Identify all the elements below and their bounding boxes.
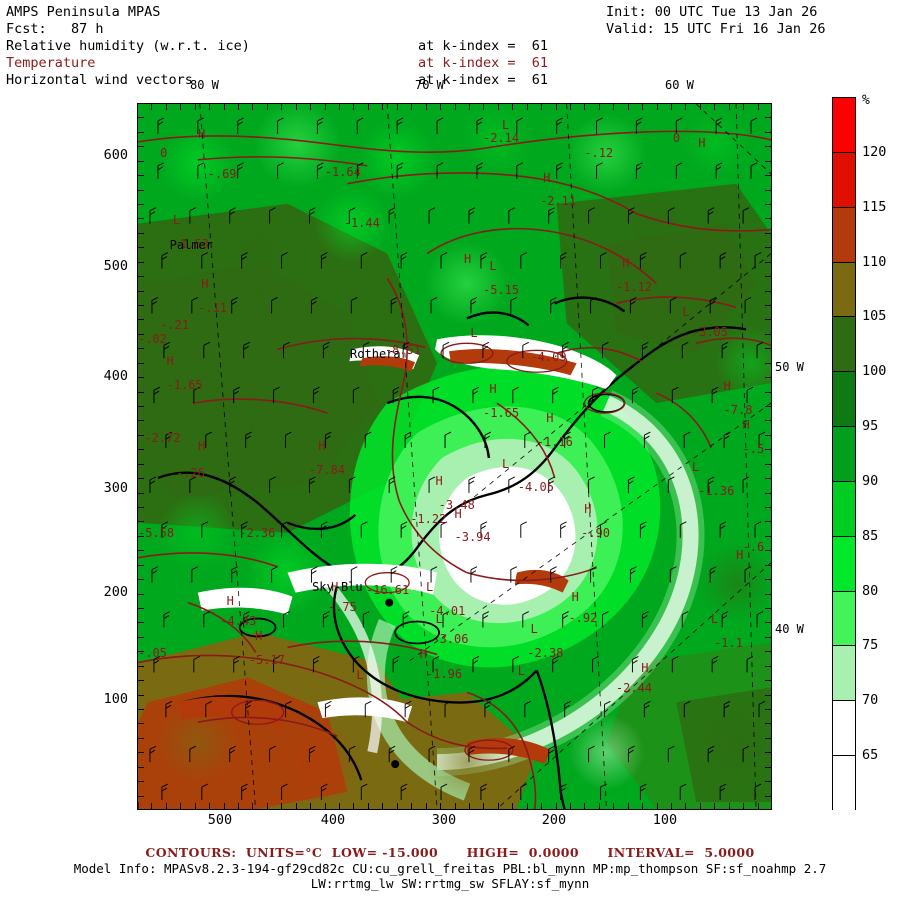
colorbar-tick-80: 80 bbox=[862, 582, 879, 599]
y-axis-labels: 600 500 400 300 200 100 bbox=[60, 103, 128, 810]
lon-label-40w: 40 W bbox=[775, 622, 804, 636]
x-tick-400: 400 bbox=[320, 812, 346, 828]
colorbar-tick-105: 105 bbox=[862, 308, 887, 325]
map-plot-area[interactable]: H L L H H L H H H H L L H H H H H H L L H H H H H H H L H L L L H L H L -2.1… bbox=[137, 103, 772, 810]
colorbar-unit-label: % bbox=[862, 93, 870, 108]
lon-label-50w: 50 W bbox=[775, 360, 804, 374]
colorbar-band-5 bbox=[833, 372, 855, 428]
kindex-humidity: at k-index = 61 bbox=[418, 38, 549, 54]
field-label-wind: Horizontal wind vectors bbox=[6, 72, 193, 88]
colorbar-band-12 bbox=[833, 756, 855, 811]
colorbar-tick-100: 100 bbox=[862, 363, 887, 380]
y-tick-600: 600 bbox=[103, 147, 128, 163]
x-tick-500: 500 bbox=[207, 812, 233, 828]
x-tick-100: 100 bbox=[652, 812, 678, 828]
colorbar: % 120 115 110 105 100 95 90 85 80 75 70 65 bbox=[832, 93, 898, 813]
colorbar-band-0 bbox=[833, 98, 855, 153]
lon-label-60w: 60 W bbox=[665, 78, 694, 92]
kindex-wind: at k-index = 61 bbox=[418, 72, 549, 88]
colorbar-band-10 bbox=[833, 646, 855, 702]
colorbar-band-1 bbox=[833, 152, 855, 208]
forecast-hour: Fcst: 87 h bbox=[6, 21, 104, 37]
colorbar-band-11 bbox=[833, 701, 855, 757]
colorbar-tick-75: 75 bbox=[862, 637, 879, 654]
x-tick-200: 200 bbox=[541, 812, 567, 828]
y-tick-400: 400 bbox=[103, 368, 128, 384]
colorbar-band-4 bbox=[833, 317, 855, 373]
radiation-info: LW:rrtmg_lw SW:rrtmg_sw SFLAY:sf_mynn bbox=[310, 876, 590, 891]
y-tick-300: 300 bbox=[103, 480, 128, 496]
x-axis-labels: 500 400 300 200 100 bbox=[137, 812, 772, 836]
colorbar-tick-90: 90 bbox=[862, 472, 879, 489]
field-label-temperature: Temperature bbox=[6, 55, 96, 71]
header-block: AMPS Peninsula MPAS Fcst: 87 h Relative … bbox=[6, 2, 896, 98]
colorbar-band-9 bbox=[833, 591, 855, 647]
contours-info: CONTOURS: UNITS=°C LOW= -15.000 HIGH= 0.… bbox=[145, 845, 755, 860]
colorbar-band-6 bbox=[833, 427, 855, 482]
x-tick-300: 300 bbox=[431, 812, 457, 828]
colorbar-tick-95: 95 bbox=[862, 418, 879, 435]
colorbar-band-3 bbox=[833, 262, 855, 318]
init-time: Init: 00 UTC Tue 13 Jan 26 bbox=[606, 4, 818, 20]
colorbar-band-8 bbox=[833, 536, 855, 592]
y-tick-100: 100 bbox=[103, 691, 128, 707]
colorbar-tick-110: 110 bbox=[862, 253, 887, 270]
colorbar-tick-70: 70 bbox=[862, 692, 879, 709]
weather-map-canvas bbox=[138, 104, 771, 809]
footer-block: CONTOURS: UNITS=°C LOW= -15.000 HIGH= 0.… bbox=[0, 845, 900, 900]
colorbar-tick-120: 120 bbox=[862, 143, 887, 160]
colorbar-band-2 bbox=[833, 207, 855, 263]
kindex-temperature: at k-index = 61 bbox=[418, 55, 549, 71]
colorbar-tick-85: 85 bbox=[862, 527, 879, 544]
lon-label-70w: 70 W bbox=[415, 78, 444, 92]
model-info: Model Info: MPASv8.2.3-194-gf29cd82c CU:… bbox=[73, 861, 827, 876]
colorbar-gradient bbox=[832, 97, 856, 811]
lon-label-80w: 80 W bbox=[190, 78, 219, 92]
y-tick-200: 200 bbox=[103, 584, 128, 600]
valid-time: Valid: 15 UTC Fri 16 Jan 26 bbox=[606, 21, 826, 37]
colorbar-band-7 bbox=[833, 481, 855, 537]
field-label-humidity: Relative humidity (w.r.t. ice) bbox=[6, 38, 250, 54]
page-title: AMPS Peninsula MPAS bbox=[6, 4, 161, 20]
colorbar-tick-65: 65 bbox=[862, 747, 879, 764]
colorbar-tick-115: 115 bbox=[862, 198, 887, 215]
y-tick-500: 500 bbox=[103, 258, 128, 274]
